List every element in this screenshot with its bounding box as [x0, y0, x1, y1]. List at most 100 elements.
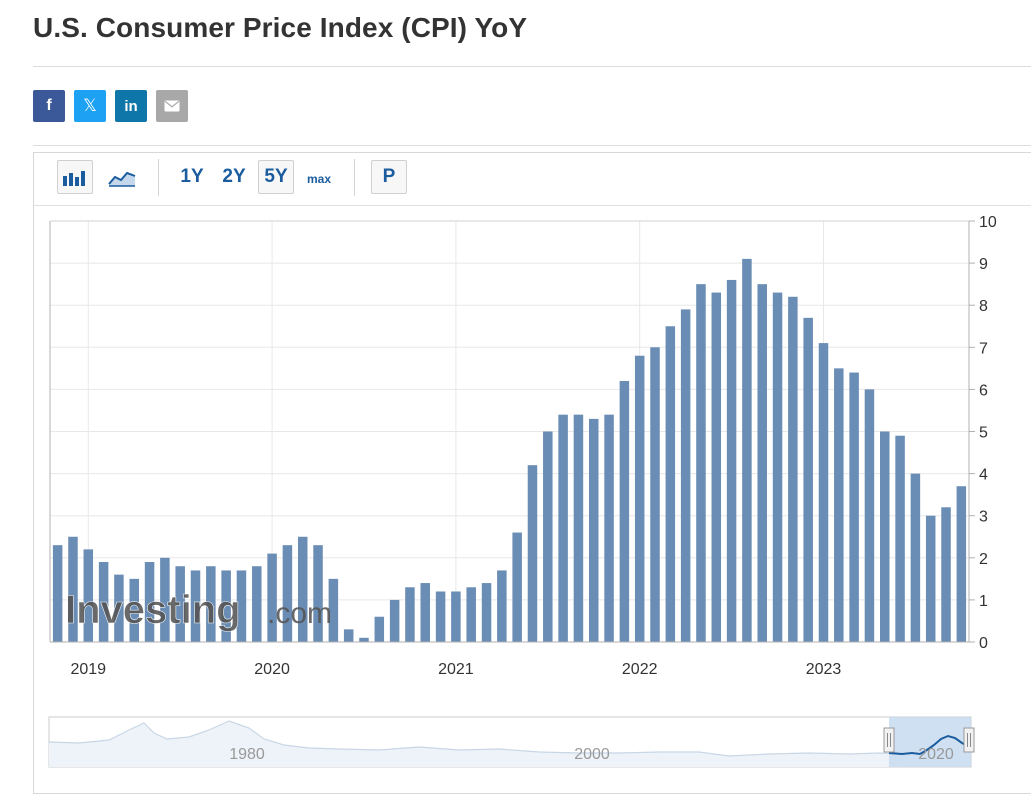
y-tick-label: 4 — [979, 467, 988, 484]
navigator-selected-range — [889, 717, 971, 767]
bar — [328, 578, 339, 642]
area-chart-button[interactable] — [104, 160, 140, 194]
y-axis-ticks: 0 1 2 3 4 5 6 7 8 9 10 — [969, 214, 997, 652]
envelope-icon — [164, 100, 180, 112]
bar — [956, 486, 967, 642]
navigator-tick-label: 1980 — [229, 746, 265, 763]
bar — [696, 284, 706, 642]
bar — [726, 279, 737, 642]
bar — [252, 566, 262, 642]
y-tick-label: 2 — [979, 551, 988, 568]
bar — [83, 549, 94, 642]
toolbar-separator — [158, 159, 159, 196]
bar — [267, 553, 277, 642]
bar-chart-icon — [63, 171, 85, 186]
bar — [497, 570, 507, 642]
linkedin-icon: in — [124, 97, 138, 115]
bar — [910, 473, 921, 642]
x-tick-label: 2020 — [254, 661, 290, 678]
x-axis-ticks: 2019 2020 2021 2022 2023 — [70, 661, 841, 678]
navigator-selected-line — [888, 734, 970, 756]
bar — [757, 284, 767, 642]
bar — [925, 515, 936, 642]
chart-panel: 1Y 2Y 5Y max P Investing .com 0 1 2 3 4 5 6 7 8 9… — [33, 152, 1031, 794]
bar — [619, 380, 630, 642]
linkedin-share-button[interactable]: in — [115, 90, 147, 122]
bar — [834, 368, 844, 642]
bar — [374, 616, 385, 642]
range-navigator: 1980 2000 2020 — [48, 716, 975, 768]
bar — [451, 591, 461, 642]
cpi-chart: Investing .com 0 1 2 3 4 5 6 7 8 9 10 2019 2020 2021… — [48, 214, 997, 768]
bar — [114, 574, 124, 642]
navigator-handle — [963, 727, 975, 753]
twitter-share-button[interactable]: 𝕏 — [74, 90, 106, 122]
bar — [466, 587, 476, 642]
bar-chart-button[interactable] — [57, 160, 93, 194]
y-tick-label: 6 — [979, 382, 988, 399]
navigator-handle — [883, 727, 895, 753]
bar — [803, 317, 813, 642]
chart-toolbar: 1Y 2Y 5Y max P — [34, 153, 1031, 206]
investing-watermark: Investing .com — [65, 588, 332, 633]
bar — [405, 587, 415, 642]
range-1y-button[interactable]: 1Y — [180, 166, 204, 187]
bar — [665, 326, 676, 642]
bar — [98, 562, 109, 642]
bar — [711, 292, 722, 642]
range-5y-button[interactable]: 5Y — [258, 160, 294, 194]
y-tick-label: 3 — [979, 509, 988, 526]
bar — [543, 431, 553, 642]
x-tick-label: 2019 — [70, 661, 106, 678]
bar — [359, 637, 369, 642]
bar — [941, 507, 951, 642]
bar — [144, 562, 155, 642]
chart-bars — [52, 258, 967, 642]
navigator-tick-label: 2000 — [574, 746, 610, 763]
navigator-area — [49, 721, 903, 767]
range-max-button[interactable]: max — [306, 171, 332, 186]
bar — [297, 536, 308, 642]
x-tick-label: 2023 — [806, 661, 842, 678]
bar — [52, 545, 63, 642]
bar — [573, 414, 584, 642]
area-chart-icon — [108, 171, 136, 187]
bar — [634, 355, 645, 642]
bar — [282, 545, 293, 642]
period-button[interactable]: P — [371, 160, 407, 194]
title-divider — [33, 66, 1031, 67]
y-tick-label: 0 — [979, 635, 988, 652]
range-2y-button[interactable]: 2Y — [222, 166, 246, 187]
y-tick-label: 7 — [979, 340, 988, 357]
toolbar-separator — [354, 159, 355, 196]
bar — [650, 347, 660, 642]
bar — [772, 292, 783, 642]
x-tick-label: 2021 — [438, 661, 474, 678]
x-tick-label: 2022 — [622, 661, 658, 678]
bar — [236, 570, 247, 642]
bar — [435, 591, 446, 642]
bar — [420, 583, 431, 642]
email-share-button[interactable] — [156, 90, 188, 122]
bar — [527, 465, 538, 642]
bar — [160, 557, 170, 642]
bar — [481, 583, 492, 642]
bar — [190, 570, 201, 642]
y-tick-label: 5 — [979, 425, 988, 442]
watermark-suffix: .com — [267, 597, 332, 630]
bar — [742, 258, 752, 642]
navigator-series-line — [48, 720, 904, 757]
bar — [221, 570, 231, 642]
chart-axes — [49, 220, 970, 643]
bar — [588, 418, 599, 642]
bar — [880, 431, 890, 642]
watermark-brand: Investing — [65, 588, 241, 632]
bar — [788, 296, 798, 642]
bar — [895, 435, 905, 642]
facebook-icon: f — [46, 97, 52, 114]
bar — [818, 343, 829, 642]
bar — [512, 532, 522, 642]
bar — [343, 629, 354, 642]
facebook-share-button[interactable]: f — [33, 90, 65, 122]
bar — [175, 566, 185, 642]
